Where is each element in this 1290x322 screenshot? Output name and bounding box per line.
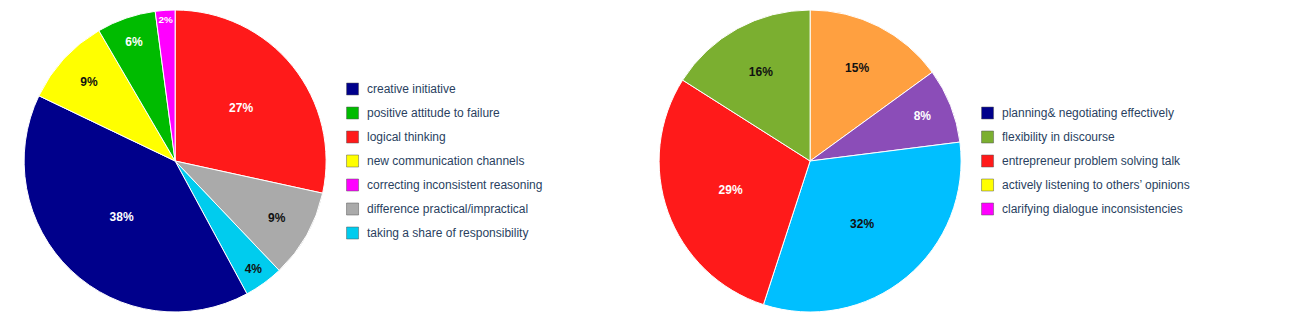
svg-text:8%: 8% [914, 109, 932, 123]
svg-text:new communication channels: new communication channels [367, 154, 524, 168]
svg-text:9%: 9% [80, 75, 98, 89]
svg-text:difference practical/impractic: difference practical/impractical [367, 202, 528, 216]
svg-text:38%: 38% [110, 210, 134, 224]
svg-text:actively listening to others’: actively listening to others’ opinions [1002, 178, 1190, 192]
svg-text:2%: 2% [158, 14, 173, 25]
svg-text:29%: 29% [719, 183, 743, 197]
svg-text:clarifying dialogue inconsiste: clarifying dialogue inconsistencies [1002, 202, 1183, 216]
svg-text:logical thinking: logical thinking [367, 130, 446, 144]
svg-text:9%: 9% [268, 211, 286, 225]
svg-text:correcting inconsistent reason: correcting inconsistent reasoning [367, 178, 542, 192]
svg-text:4%: 4% [245, 262, 263, 276]
svg-text:32%: 32% [850, 217, 874, 231]
svg-text:positive attitude to failure: positive attitude to failure [367, 106, 500, 120]
svg-text:15%: 15% [845, 61, 869, 75]
svg-text:flexibility in discourse: flexibility in discourse [1002, 130, 1115, 144]
svg-text:creative initiative: creative initiative [367, 82, 456, 96]
svg-text:6%: 6% [125, 35, 143, 49]
svg-text:entrepreneur problem solving t: entrepreneur problem solving talk [1002, 154, 1181, 168]
svg-text:planning& negotiating effectiv: planning& negotiating effectively [1002, 106, 1174, 120]
svg-text:16%: 16% [749, 65, 773, 79]
svg-text:taking a share of responsibili: taking a share of responsibility [367, 226, 528, 240]
svg-text:27%: 27% [229, 101, 253, 115]
